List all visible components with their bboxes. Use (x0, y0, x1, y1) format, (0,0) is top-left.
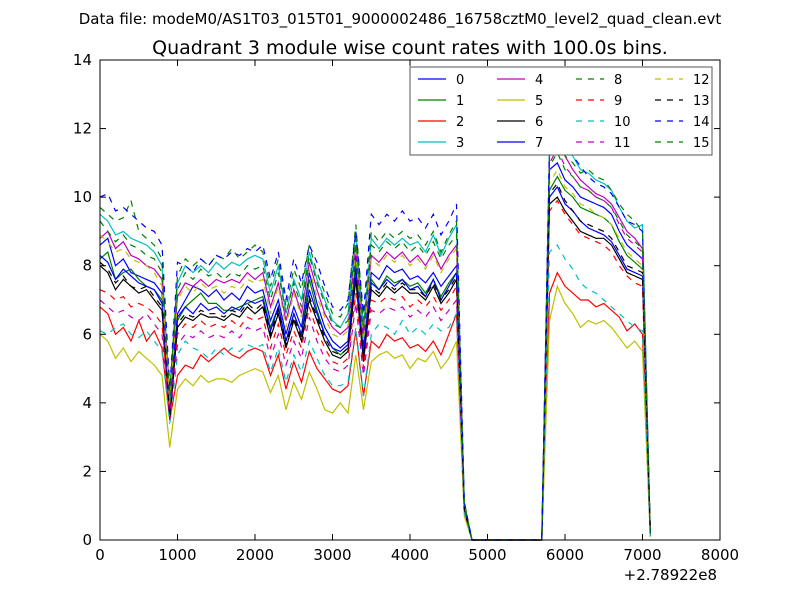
legend-label-15: 15 (693, 136, 710, 151)
y-tick-label: 14 (73, 51, 92, 69)
y-tick-label: 12 (73, 120, 92, 138)
series-line-13 (99, 182, 651, 541)
legend-frame (409, 66, 713, 156)
y-tick-label: 0 (82, 531, 92, 549)
y-tick-label: 10 (73, 188, 92, 206)
legend-label-13: 13 (693, 94, 710, 109)
x-tick-label: 1000 (158, 546, 196, 564)
legend-label-11: 11 (614, 136, 631, 151)
series-line-11 (99, 147, 651, 541)
x-tick-label: 2000 (236, 546, 274, 564)
chart-title: Quadrant 3 module wise count rates with … (152, 37, 668, 59)
legend-label-7: 7 (535, 136, 543, 151)
series-line-9 (99, 199, 651, 541)
legend-label-4: 4 (535, 73, 543, 88)
x-tick-label: 4000 (391, 546, 429, 564)
series-line-6 (99, 196, 651, 541)
x-tick-label: 7000 (623, 546, 661, 564)
series-line-0 (99, 161, 651, 541)
series-line-4 (99, 121, 651, 541)
legend-label-2: 2 (456, 115, 464, 130)
y-tick-label: 4 (82, 394, 92, 412)
legend-label-6: 6 (535, 115, 543, 130)
x-tick-label: 5000 (468, 546, 506, 564)
series-line-10 (99, 244, 651, 541)
series-line-12 (99, 168, 651, 541)
legend-label-1: 1 (456, 94, 464, 109)
series-line-7 (99, 185, 651, 541)
y-tick-label: 8 (82, 257, 92, 275)
x-tick-label: 3000 (313, 546, 351, 564)
x-axis-ticks: 0 1000 2000 3000 4000 5000 6000 7000 8000 (95, 60, 739, 564)
legend-label-5: 5 (535, 94, 543, 109)
series-line-8 (99, 133, 651, 541)
series-line-2 (99, 271, 651, 541)
series-lines (99, 121, 651, 541)
x-axis-offset-label: +2.78922e8 (624, 566, 717, 584)
x-tick-label: 8000 (701, 546, 739, 564)
legend-label-3: 3 (456, 136, 464, 151)
legend-label-8: 8 (614, 73, 622, 88)
series-line-5 (99, 284, 651, 541)
legend-label-12: 12 (693, 73, 710, 88)
legend-label-14: 14 (693, 115, 710, 130)
legend-label-9: 9 (614, 94, 622, 109)
y-tick-label: 2 (82, 462, 92, 480)
x-tick-label: 6000 (546, 546, 584, 564)
data-file-suptitle: Data file: modeM0/AS1T03_015T01_90000024… (79, 10, 722, 29)
x-tick-label: 0 (95, 546, 105, 564)
legend-label-0: 0 (456, 73, 464, 88)
legend-label-10: 10 (614, 115, 631, 130)
y-tick-label: 6 (82, 325, 92, 343)
